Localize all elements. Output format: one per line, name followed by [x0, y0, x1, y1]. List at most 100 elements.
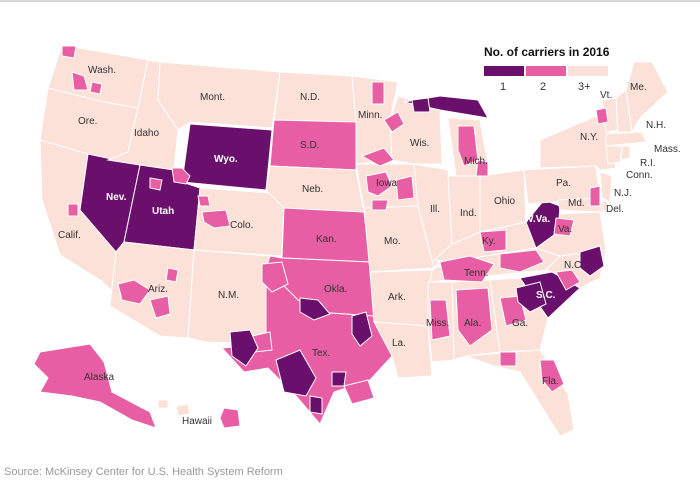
- label-ala: Ala.: [464, 318, 481, 329]
- patch: [455, 287, 493, 347]
- patch: [351, 311, 373, 347]
- label-nd: N.D.: [300, 92, 320, 103]
- label-md: Md.: [568, 198, 585, 209]
- label-ky: Ky.: [482, 236, 496, 247]
- label-wva: W.Va.: [524, 214, 550, 225]
- patch: [555, 269, 581, 291]
- label-hawaii: Hawaii: [182, 416, 212, 427]
- patch: [149, 295, 171, 319]
- patch: [309, 395, 323, 415]
- patch: [71, 71, 89, 91]
- label-utah: Utah: [152, 206, 174, 217]
- patch: [165, 267, 179, 283]
- patch: [229, 329, 259, 367]
- state-fla: [465, 349, 575, 437]
- legend-swatch-1: [484, 66, 524, 76]
- label-ga: Ga.: [512, 318, 528, 329]
- patch: [365, 171, 393, 197]
- label-vt: Vt.: [600, 90, 612, 101]
- state-labels: Wash. Ore. Calif. Nev. Idaho Mont. Wyo. …: [58, 65, 681, 427]
- label-okla: Okla.: [324, 284, 347, 295]
- label-nj: N.J.: [614, 188, 632, 199]
- label-wis: Wis.: [410, 138, 429, 149]
- label-ny: N.Y.: [580, 132, 598, 143]
- label-la: La.: [392, 338, 406, 349]
- label-fla: Fla.: [542, 376, 559, 387]
- label-ark: Ark.: [388, 292, 406, 303]
- label-tenn: Tenn.: [464, 268, 488, 279]
- state-nj: [599, 171, 613, 203]
- patch: [89, 81, 103, 95]
- label-conn: Conn.: [626, 170, 653, 181]
- patch: [457, 125, 479, 167]
- label-mich: Mich.: [464, 156, 488, 167]
- label-va: Va.: [558, 224, 572, 235]
- label-nm: N.M.: [218, 290, 239, 301]
- state-hawaii-1: [157, 399, 169, 409]
- patch: [261, 261, 289, 293]
- state-hawaii-3: [219, 407, 241, 429]
- label-mo: Mo.: [384, 236, 401, 247]
- label-wash: Wash.: [88, 65, 116, 76]
- legend-label-3: 3+: [578, 81, 591, 93]
- legend-title: No. of carriers in 2016: [484, 45, 610, 59]
- patch: [539, 359, 565, 393]
- patch: [475, 159, 489, 177]
- state-ri: [620, 145, 631, 161]
- label-neb: Neb.: [302, 184, 323, 195]
- patch: [371, 199, 389, 211]
- patch: [579, 245, 605, 277]
- top-rule: [0, 0, 700, 2]
- legend-swatch-2: [526, 66, 566, 76]
- label-wyo: Wyo.: [214, 154, 238, 165]
- patch: [429, 299, 451, 341]
- label-colo: Colo.: [230, 220, 253, 231]
- label-nh: N.H.: [646, 120, 666, 131]
- legend-label-1: 1: [500, 81, 506, 93]
- patch: [589, 185, 601, 207]
- state-hawaii-2: [175, 403, 191, 417]
- patch: [61, 45, 77, 59]
- label-iowa: Iowa: [376, 178, 398, 189]
- label-calif: Calif.: [58, 230, 81, 241]
- label-alaska: Alaska: [84, 372, 114, 383]
- patch: [299, 297, 331, 321]
- label-nc: N.C.: [564, 260, 584, 271]
- label-sc: S.C.: [536, 290, 556, 301]
- patch: [343, 379, 375, 405]
- patch: [171, 167, 191, 185]
- patch: [515, 281, 547, 313]
- patch: [371, 81, 385, 105]
- patch: [395, 175, 415, 201]
- patch: [201, 209, 231, 229]
- patch: [331, 371, 347, 387]
- legend-label-2: 2: [540, 81, 546, 93]
- label-idaho: Idaho: [134, 128, 159, 139]
- label-minn: Minn.: [358, 110, 382, 121]
- state-del: [601, 199, 609, 213]
- state-me: [625, 61, 669, 134]
- label-ill: Ill.: [430, 204, 440, 215]
- label-me: Me.: [630, 82, 647, 93]
- patch: [439, 255, 495, 283]
- patch: [149, 177, 163, 191]
- patch: [411, 97, 431, 113]
- state-la: [373, 321, 433, 379]
- label-miss: Miss.: [426, 318, 449, 329]
- source-note: Source: McKinsey Center for U.S. Health …: [4, 466, 283, 478]
- patch: [197, 195, 211, 207]
- patch: [479, 229, 507, 253]
- legend: No. of carriers in 2016 1 2 3+: [484, 45, 610, 93]
- state-conn: [605, 145, 623, 165]
- label-mass: Mass.: [654, 144, 681, 155]
- patch: [67, 203, 79, 217]
- us-carriers-map: Wash. Ore. Calif. Nev. Idaho Mont. Wyo. …: [33, 44, 681, 437]
- patch: [553, 217, 575, 237]
- patch: [360, 147, 395, 167]
- label-del: Del.: [606, 204, 624, 215]
- label-sd: S.D.: [300, 140, 319, 151]
- legend-swatch-3: [568, 66, 608, 76]
- patch: [383, 111, 405, 133]
- patch: [117, 279, 151, 305]
- label-nev: Nev.: [106, 192, 127, 203]
